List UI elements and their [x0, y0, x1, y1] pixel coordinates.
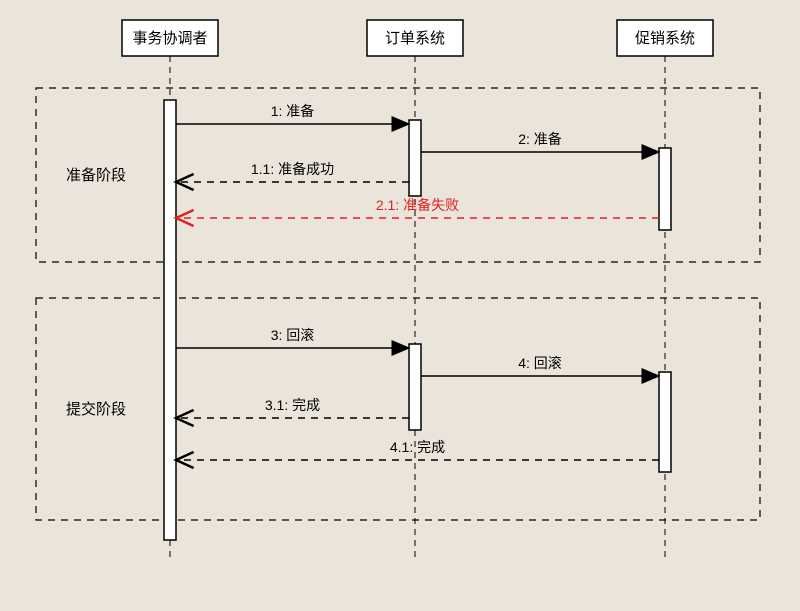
participant-promo: 促销系统: [617, 20, 713, 56]
phase-label-prepare: 准备阶段: [66, 167, 126, 184]
message-m11: 1.1: 准备成功: [176, 161, 409, 182]
message-label: 3.1: 完成: [265, 397, 320, 413]
participant-order: 订单系统: [367, 20, 463, 56]
activation-coord: [164, 100, 176, 540]
phase-label-commit: 提交阶段: [66, 400, 126, 418]
message-m2: 2: 准备: [421, 131, 659, 152]
message-label: 2.1: 准备失败: [376, 197, 459, 213]
message-label: 4: 回滚: [518, 355, 562, 371]
message-label: 2: 准备: [518, 131, 562, 147]
message-label: 1.1: 准备成功: [251, 161, 334, 177]
message-m41: 4.1: 完成: [176, 439, 659, 460]
message-m1: 1: 准备: [176, 103, 409, 124]
message-label: 3: 回滚: [271, 327, 315, 343]
participant-coord: 事务协调者: [122, 20, 218, 56]
participant-label: 事务协调者: [132, 30, 207, 47]
participant-label: 订单系统: [385, 30, 445, 47]
message-m4: 4: 回滚: [421, 355, 659, 376]
sequence-diagram: 事务协调者 订单系统 促销系统 1: 准备 2: 准备 1.1: 准备成功 2.1: 准备…: [0, 0, 800, 611]
activation-promo-1: [659, 148, 671, 230]
activation-order-2: [409, 344, 421, 430]
activation-promo-2: [659, 372, 671, 472]
message-m21: 2.1: 准备失败: [176, 197, 659, 218]
phase-box-prepare: [36, 88, 760, 262]
participant-label: 促销系统: [635, 30, 695, 47]
message-label: 4.1: 完成: [390, 439, 445, 455]
message-m31: 3.1: 完成: [176, 397, 409, 418]
message-m3: 3: 回滚: [176, 327, 409, 348]
phase-box-commit: [36, 298, 760, 520]
message-label: 1: 准备: [271, 103, 315, 119]
activation-order-1: [409, 120, 421, 196]
